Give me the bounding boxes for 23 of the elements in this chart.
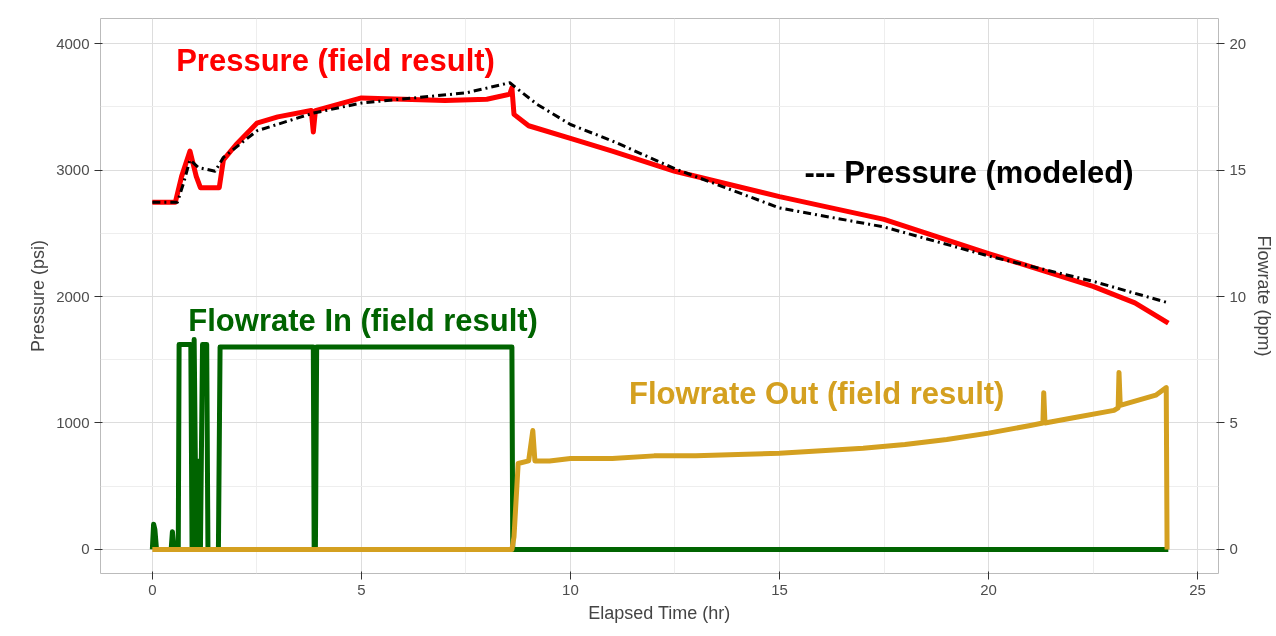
y-tick-label: 3000	[56, 161, 90, 179]
x-tick-label: 25	[1189, 580, 1206, 598]
y2-tick-label: 20	[1229, 34, 1247, 52]
series-label: Flowrate In (field result)	[188, 303, 538, 339]
y-tick-label: 0	[81, 540, 90, 558]
y-tick-label: 1000	[56, 413, 90, 431]
x-tick-label: 5	[357, 580, 366, 598]
y2-tick-label: 0	[1229, 540, 1238, 558]
series-label: Flowrate Out (field result)	[628, 376, 1005, 412]
y2-axis-title: Flowrate (bpm)	[1254, 235, 1275, 357]
series-label: --- Pressure (modeled)	[804, 155, 1134, 191]
series-label: Pressure (field result)	[176, 42, 495, 78]
x-tick-label: 20	[980, 580, 997, 598]
x-tick-label: 10	[562, 580, 579, 598]
x-tick-label: 15	[771, 580, 788, 598]
y-axis-title: Pressure (psi)	[28, 239, 49, 353]
y2-tick-label: 10	[1229, 287, 1247, 305]
x-tick-label: 0	[148, 580, 157, 598]
x-axis-title: Elapsed Time (hr)	[588, 602, 731, 623]
y2-tick-label: 15	[1229, 161, 1247, 179]
y2-tick-label: 5	[1229, 413, 1238, 431]
y-tick-label: 4000	[56, 34, 90, 52]
y-tick-label: 2000	[56, 287, 90, 305]
